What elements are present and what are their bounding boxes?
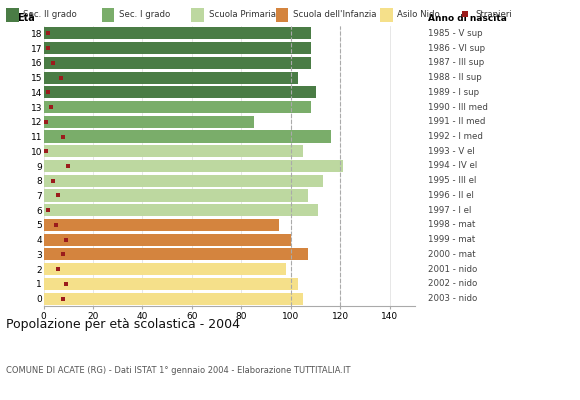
Text: Età: Età [17, 13, 35, 23]
Text: 1999 - mat: 1999 - mat [428, 235, 475, 244]
Text: 1991 - II med: 1991 - II med [428, 117, 485, 126]
Bar [44, 27, 311, 40]
Text: Scuola dell'Infanzia: Scuola dell'Infanzia [293, 10, 376, 19]
Text: 1988 - II sup: 1988 - II sup [428, 73, 481, 82]
Bar [44, 57, 311, 69]
Bar [191, 8, 204, 22]
Bar [44, 42, 311, 54]
Text: Stranieri: Stranieri [476, 10, 512, 19]
Text: 1985 - V sup: 1985 - V sup [428, 29, 483, 38]
Bar [44, 130, 331, 142]
Text: 2002 - nido: 2002 - nido [428, 279, 477, 288]
Text: 1994 - IV el: 1994 - IV el [428, 162, 477, 170]
Bar [44, 72, 298, 84]
Bar [44, 160, 343, 172]
Bar [44, 86, 316, 98]
Bar [44, 292, 303, 305]
Bar [44, 219, 278, 231]
Text: Sec. I grado: Sec. I grado [119, 10, 170, 19]
Bar [44, 145, 303, 157]
Text: 1990 - III med: 1990 - III med [428, 102, 488, 112]
Bar [44, 248, 309, 260]
Bar [44, 204, 318, 216]
Text: Sec. II grado: Sec. II grado [23, 10, 77, 19]
Text: Asilo Nido: Asilo Nido [397, 10, 440, 19]
Bar [44, 116, 254, 128]
Text: 1997 - I el: 1997 - I el [428, 206, 472, 215]
Text: 1986 - VI sup: 1986 - VI sup [428, 44, 485, 53]
Text: Scuola Primaria: Scuola Primaria [209, 10, 276, 19]
Bar [380, 8, 393, 22]
Text: 1992 - I med: 1992 - I med [428, 132, 483, 141]
Bar [44, 234, 291, 246]
Text: 1989 - I sup: 1989 - I sup [428, 88, 479, 97]
Bar [44, 263, 286, 275]
Bar [44, 175, 323, 187]
Bar [44, 190, 309, 202]
Text: COMUNE DI ACATE (RG) - Dati ISTAT 1° gennaio 2004 - Elaborazione TUTTITALIA.IT: COMUNE DI ACATE (RG) - Dati ISTAT 1° gen… [6, 366, 350, 375]
Bar [102, 8, 114, 22]
Text: 2001 - nido: 2001 - nido [428, 265, 477, 274]
Text: Anno di nascita: Anno di nascita [428, 14, 507, 23]
Text: 1987 - III sup: 1987 - III sup [428, 58, 484, 67]
Bar [44, 278, 298, 290]
Text: 2003 - nido: 2003 - nido [428, 294, 477, 303]
Text: 1993 - V el: 1993 - V el [428, 147, 474, 156]
Text: 1996 - II el: 1996 - II el [428, 191, 474, 200]
Text: 1995 - III el: 1995 - III el [428, 176, 476, 185]
Text: Popolazione per età scolastica - 2004: Popolazione per età scolastica - 2004 [6, 318, 240, 331]
Text: 2000 - mat: 2000 - mat [428, 250, 476, 259]
Bar [6, 8, 19, 22]
Bar [276, 8, 288, 22]
Text: 1998 - mat: 1998 - mat [428, 220, 475, 230]
Bar [44, 101, 311, 113]
